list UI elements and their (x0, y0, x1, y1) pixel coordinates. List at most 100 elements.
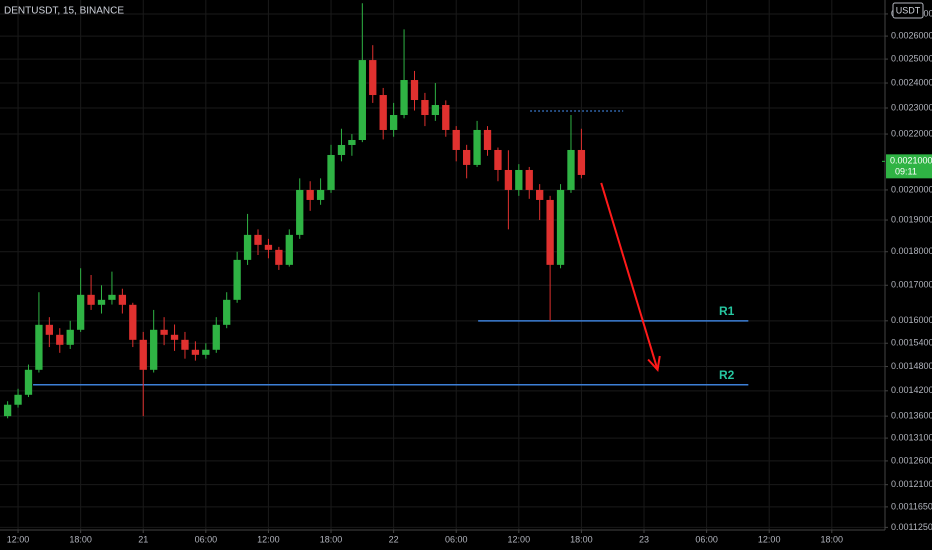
candles (3, 3, 661, 419)
candle-body (410, 80, 419, 101)
candle-body (35, 324, 43, 370)
x-tick-label: 18:00 (320, 534, 343, 544)
current-price-box (886, 154, 932, 179)
candle-body (421, 100, 429, 116)
x-tick-label: 21 (138, 534, 148, 544)
candle-body (556, 189, 565, 265)
candle-body (577, 149, 586, 175)
candle-body (400, 80, 408, 116)
levels: R1 R2 (33, 110, 749, 386)
candle-body (243, 234, 252, 260)
candle-body (3, 404, 12, 417)
y-tick-label: 0.0023000 (891, 102, 932, 112)
candle-body (348, 140, 356, 145)
y-tick-label: 0.0017000 (891, 280, 932, 290)
y-tick-label: 0.0024000 (891, 77, 932, 87)
y-tick-label: 0.0026000 (891, 30, 932, 40)
candle-body (275, 249, 283, 265)
candle-body (442, 105, 450, 130)
y-tick-label: 0.0014800 (891, 361, 932, 371)
candle-body (24, 369, 33, 395)
x-tick-label: 12:00 (7, 534, 30, 544)
candle-body (483, 129, 492, 150)
candle-body (191, 349, 200, 355)
y-tick-label: 0.0019000 (891, 214, 932, 224)
grid (0, 0, 885, 530)
x-tick-label: 23 (639, 534, 649, 544)
candle-body (139, 339, 147, 370)
candle-body (87, 294, 95, 305)
candle-body (515, 169, 523, 190)
candle-body (212, 324, 220, 350)
candle-body (463, 149, 471, 165)
y-tick-label: 0.0011250 (891, 522, 932, 532)
candle-body (129, 304, 137, 340)
candle-body (379, 95, 387, 130)
candle-body (202, 349, 210, 355)
candle-body (337, 144, 346, 155)
x-tick-label: 06:00 (195, 534, 218, 544)
currency-box (892, 2, 924, 19)
candle-body (306, 189, 314, 200)
x-tick-label: 18:00 (69, 534, 92, 544)
candle-body (108, 294, 116, 300)
price-axis-bg (885, 0, 932, 550)
candle-body (567, 149, 575, 190)
candle-body (389, 115, 398, 130)
candle-body (14, 394, 22, 405)
current-price-label: 0.0021000 (890, 156, 932, 166)
y-tick-label: 0.0015400 (891, 338, 932, 348)
currency-label: USDT (896, 5, 921, 15)
y-tick-label: 0.0018000 (891, 246, 932, 256)
candle-body (66, 329, 74, 345)
y-tick-label: 0.0022000 (891, 128, 932, 138)
candle-body (285, 234, 293, 265)
x-tick-label: 18:00 (570, 534, 593, 544)
candle-body (504, 169, 513, 190)
candle-body (316, 189, 325, 200)
x-tick-label: 18:00 (821, 534, 844, 544)
candle-body (170, 334, 179, 340)
y-tick-label: 0.0013600 (891, 411, 932, 421)
candle-body (150, 329, 158, 370)
countdown: 09:11 (895, 167, 917, 177)
x-tick-label: 06:00 (445, 534, 468, 544)
candle-body (254, 234, 262, 245)
time-axis-bg (0, 530, 932, 550)
candle-body (181, 339, 189, 350)
y-tick-label: 0.0016000 (891, 315, 932, 325)
candle-body (327, 154, 335, 190)
x-tick-label: 22 (389, 534, 399, 544)
y-tick-label: 0.0020000 (891, 184, 932, 194)
candle-body (431, 105, 440, 116)
candle-body (358, 60, 366, 141)
y-tick-label: 0.0025000 (891, 53, 932, 63)
candle-body (233, 259, 241, 300)
candle-body (369, 60, 377, 96)
x-tick-label: 12:00 (508, 534, 531, 544)
candle-body (264, 244, 273, 250)
x-tick-label: 12:00 (758, 534, 781, 544)
chart-title: DENTUSDT, 15, BINANCE (4, 6, 124, 17)
candle-body (473, 129, 481, 165)
candle-body (536, 189, 544, 200)
y-tick-label: 0.0012600 (891, 455, 932, 465)
arrow-head (647, 355, 661, 373)
candle-body (97, 299, 106, 305)
y-tick-label: 0.0013100 (891, 432, 932, 442)
candle-body (296, 189, 304, 235)
level-label: R2 (719, 368, 735, 382)
candle-body (452, 129, 460, 150)
x-tick-label: 06:00 (695, 534, 718, 544)
candle-body (160, 329, 168, 335)
candle-body (525, 169, 533, 190)
y-tick-label: 0.0014200 (891, 385, 932, 395)
candle-body (76, 294, 85, 330)
level-label: R1 (719, 304, 735, 318)
candle-body (546, 199, 554, 265)
candle-body (223, 299, 231, 325)
